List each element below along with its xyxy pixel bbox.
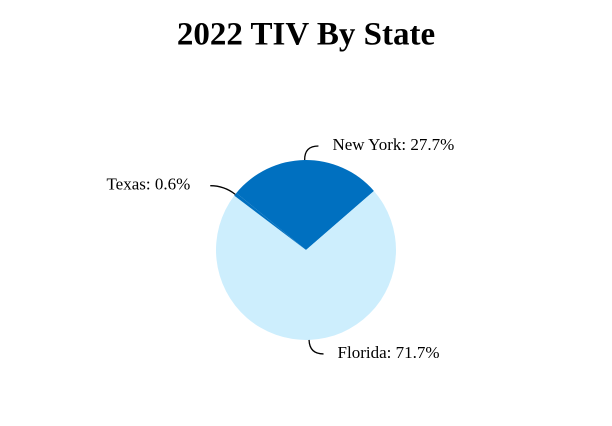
- data-label: Florida: 71.7%: [338, 343, 440, 362]
- leader-line: [308, 339, 324, 355]
- chart-title: 2022 TIV By State: [177, 17, 435, 53]
- pie-slice: [234, 193, 306, 250]
- leader-line: [303, 145, 319, 161]
- leader-line: [210, 185, 236, 195]
- data-label: Texas: 0.6%: [106, 175, 190, 194]
- data-label: New York: 27.7%: [332, 135, 454, 154]
- pie-slice: [216, 190, 397, 340]
- pie: New York: 27.7% Florida: 71.7% Texas: 0.6%: [106, 135, 454, 362]
- pie-slice: [236, 159, 374, 250]
